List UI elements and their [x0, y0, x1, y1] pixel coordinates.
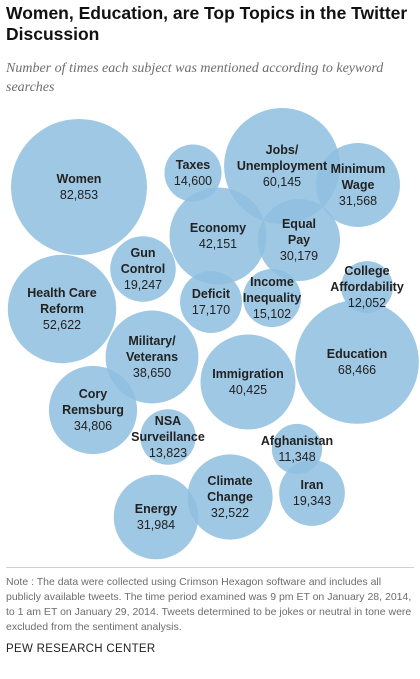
- bubble-label-afghanistan: Afghanistan: [261, 434, 333, 448]
- bubble-value-climate-change: 32,522: [211, 506, 249, 520]
- bubble-label-taxes: Taxes: [176, 158, 211, 172]
- source-credit: PEW RESEARCH CENTER: [6, 643, 156, 655]
- bubble-climate-change: [187, 454, 273, 540]
- bubble-value-afghanistan: 11,348: [278, 450, 315, 464]
- bubble-iran: [279, 460, 345, 526]
- bubble-label-military-veterans: Veterans: [126, 350, 178, 364]
- bubble-label-economy: Economy: [190, 221, 246, 235]
- bubble-label-health-care-reform: Reform: [40, 302, 84, 316]
- bubble-label-iran: Iran: [301, 478, 324, 492]
- bubble-label-gun-control: Control: [121, 262, 165, 276]
- bubble-cory-remsburg: [48, 365, 138, 455]
- bubble-value-iran: 19,343: [293, 494, 331, 508]
- bubble-value-economy: 42,151: [199, 237, 237, 251]
- bubble-women: [11, 119, 147, 255]
- bubble-value-health-care-reform: 52,622: [43, 318, 81, 332]
- bubble-minimum-wage: [316, 143, 400, 227]
- chart-subtitle: Number of times each subject was mention…: [6, 61, 384, 95]
- bubble-label-energy: Energy: [135, 502, 177, 516]
- bubble-label-cory-remsburg: Remsburg: [62, 403, 124, 417]
- bubble-military-veterans: [105, 310, 199, 404]
- bubble-value-cory-remsburg: 34,806: [74, 419, 112, 433]
- bubble-label-cory-remsburg: Cory: [79, 387, 108, 401]
- bubble-value-nsa-surveillance: 13,823: [149, 446, 187, 460]
- bubble-value-military-veterans: 38,650: [133, 366, 171, 380]
- bubble-label-income-inequality: Inequality: [243, 291, 301, 305]
- bubble-label-climate-change: Climate: [207, 474, 252, 488]
- bubble-label-college-affordability: Affordability: [330, 280, 404, 294]
- bubble-value-gun-control: 19,247: [124, 278, 162, 292]
- bubble-gun-control: [110, 236, 176, 302]
- bubble-label-nsa-surveillance: Surveillance: [131, 430, 205, 444]
- bubble-label-equal-pay: Equal: [282, 217, 316, 231]
- bubble-value-energy: 31,984: [137, 518, 175, 532]
- bubble-label-gun-control: Gun: [131, 246, 156, 260]
- bubble-label-military-veterans: Military/: [128, 334, 176, 348]
- bubble-label-education: Education: [327, 347, 387, 361]
- bubble-label-minimum-wage: Wage: [342, 178, 375, 192]
- chart-note: Note : The data were collected using Cri…: [6, 576, 412, 633]
- bubble-value-women: 82,853: [60, 188, 98, 202]
- bubble-label-women: Women: [57, 172, 102, 186]
- bubble-education: [295, 300, 419, 424]
- bubble-value-taxes: 14,600: [174, 174, 212, 188]
- divider: [6, 567, 414, 568]
- bubble-nsa-surveillance: [140, 409, 196, 465]
- bubble-label-health-care-reform: Health Care: [27, 286, 97, 300]
- bubble-value-income-inequality: 15,102: [253, 307, 291, 321]
- bubble-equal-pay: [257, 198, 341, 282]
- bubble-deficit: [180, 271, 242, 333]
- bubble-value-deficit: 17,170: [192, 303, 230, 317]
- bubble-jobs-unemployment: [224, 108, 340, 224]
- bubble-value-jobs-unemployment: 60,145: [263, 175, 301, 189]
- bubble-label-nsa-surveillance: NSA: [155, 414, 181, 428]
- bubble-economy: [169, 187, 267, 285]
- bubble-label-jobs-unemployment: Jobs/: [266, 143, 299, 157]
- bubble-taxes: [164, 144, 222, 202]
- bubble-value-immigration: 40,425: [229, 383, 267, 397]
- bubble-college-affordability: [341, 261, 393, 313]
- bubble-label-jobs-unemployment: Unemployment: [237, 159, 328, 173]
- bubble-immigration: [200, 334, 296, 430]
- bubble-label-college-affordability: College: [344, 264, 389, 278]
- bubble-value-minimum-wage: 31,568: [339, 194, 377, 208]
- bubble-label-income-inequality: Income: [250, 275, 294, 289]
- bubble-value-college-affordability: 12,052: [348, 296, 386, 310]
- bubble-label-minimum-wage: Minimum: [331, 162, 386, 176]
- bubble-label-equal-pay: Pay: [288, 233, 310, 247]
- bubble-label-climate-change: Change: [207, 490, 253, 504]
- bubble-value-equal-pay: 30,179: [280, 249, 318, 263]
- bubble-health-care-reform: [7, 254, 117, 364]
- bubble-label-deficit: Deficit: [192, 287, 231, 301]
- bubble-value-education: 68,466: [338, 363, 376, 377]
- bubble-income-inequality: [242, 268, 302, 328]
- bubble-label-immigration: Immigration: [212, 367, 284, 381]
- chart-title: Women, Education, are Top Topics in the …: [6, 3, 408, 44]
- bubble-energy: [113, 474, 199, 560]
